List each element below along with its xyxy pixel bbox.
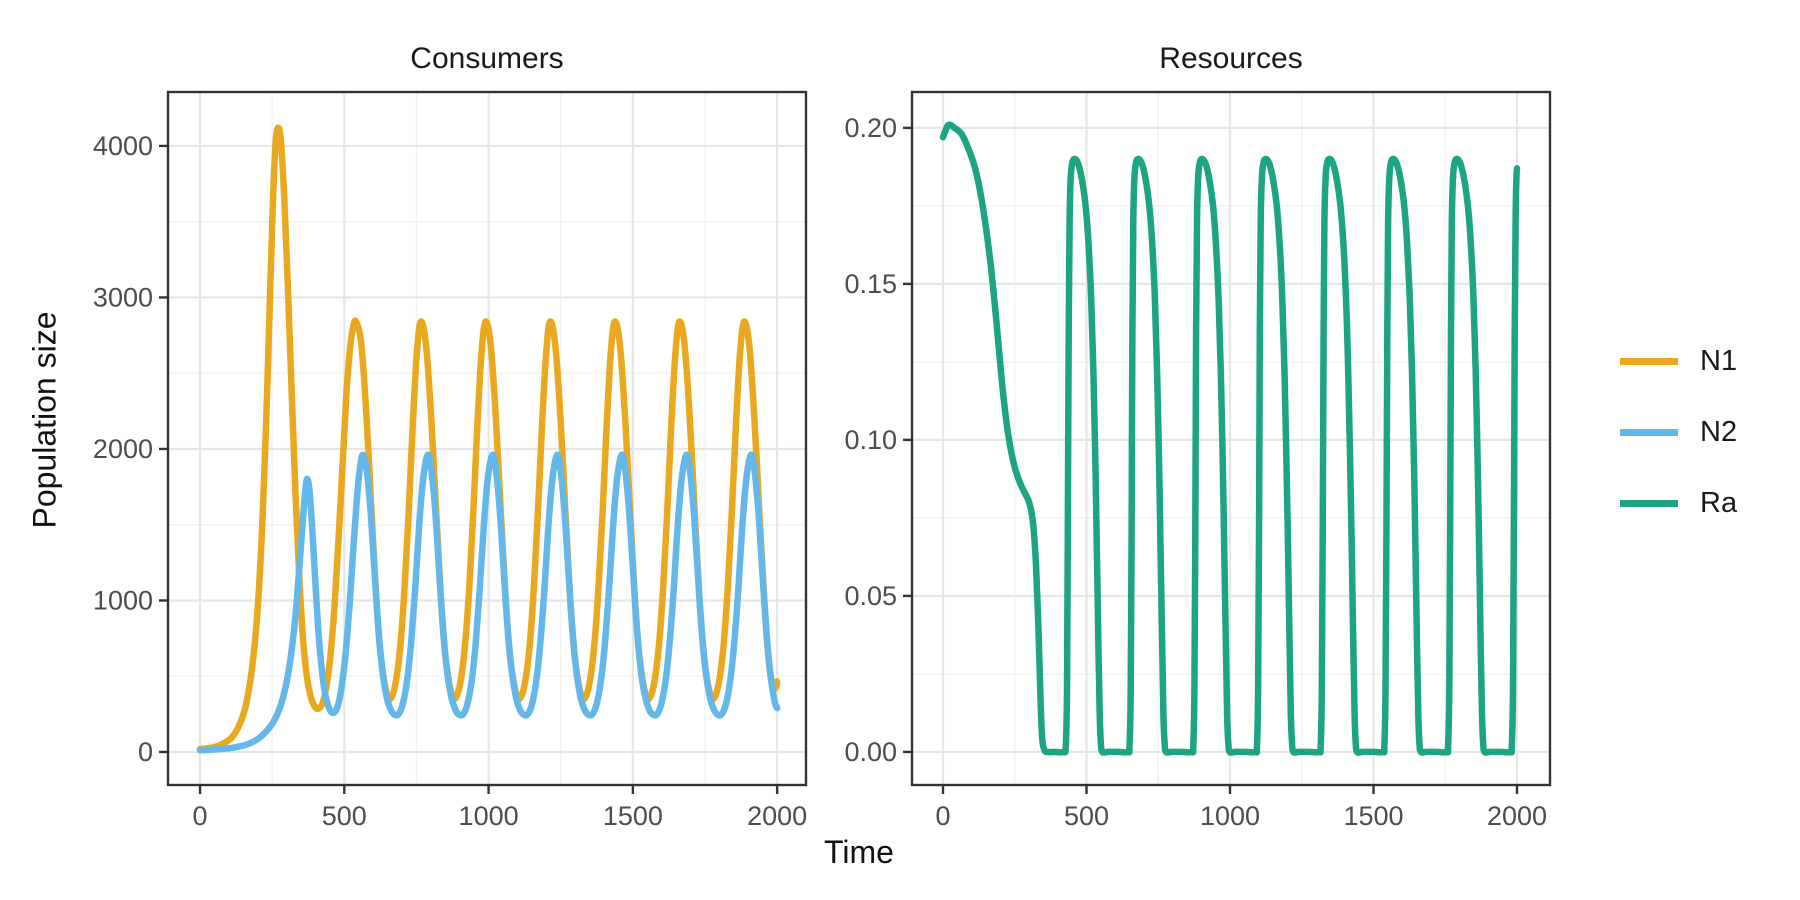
- legend-label-n1: N1: [1700, 345, 1738, 377]
- legend-item-n1: N1: [1620, 326, 1737, 397]
- svg-text:1000: 1000: [1200, 801, 1260, 831]
- legend: N1 N2 Ra: [1620, 326, 1737, 539]
- n1-line-swatch-icon: [1620, 358, 1678, 365]
- svg-text:1500: 1500: [1343, 801, 1403, 831]
- svg-text:4000: 4000: [93, 131, 153, 161]
- svg-text:1000: 1000: [93, 585, 153, 615]
- svg-text:0: 0: [138, 737, 153, 767]
- svg-text:0.15: 0.15: [844, 269, 897, 299]
- svg-text:0.05: 0.05: [844, 581, 897, 611]
- legend-label-n2: N2: [1700, 416, 1738, 448]
- svg-text:2000: 2000: [747, 801, 807, 831]
- n2-line-swatch-icon: [1620, 429, 1678, 436]
- svg-text:2000: 2000: [1487, 801, 1547, 831]
- svg-text:3000: 3000: [93, 282, 153, 312]
- svg-text:2000: 2000: [93, 434, 153, 464]
- facet-title-resources: Resources: [1159, 42, 1303, 75]
- svg-text:0.00: 0.00: [844, 737, 897, 767]
- ra-line-swatch-icon: [1620, 500, 1678, 507]
- facet-title-consumers: Consumers: [410, 42, 564, 75]
- svg-text:0.10: 0.10: [844, 425, 897, 455]
- svg-text:500: 500: [322, 801, 367, 831]
- y-axis-title: Population size: [26, 311, 63, 529]
- legend-label-ra: Ra: [1700, 487, 1738, 519]
- x-axis-title: Time: [824, 834, 894, 870]
- svg-text:0.20: 0.20: [844, 113, 897, 143]
- svg-text:0: 0: [193, 801, 208, 831]
- svg-text:1000: 1000: [459, 801, 519, 831]
- svg-text:0: 0: [935, 801, 950, 831]
- svg-text:500: 500: [1064, 801, 1109, 831]
- legend-item-n2: N2: [1620, 397, 1737, 468]
- legend-item-ra: Ra: [1620, 468, 1737, 539]
- svg-text:1500: 1500: [603, 801, 663, 831]
